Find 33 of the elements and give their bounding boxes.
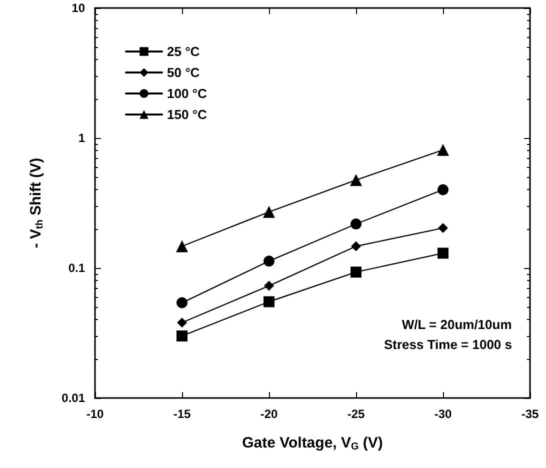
x-tick-label: -35	[521, 407, 539, 421]
point	[351, 241, 361, 252]
point	[350, 174, 362, 186]
x-tick-label: -10	[86, 407, 104, 421]
legend-label: 100 °C	[167, 86, 208, 101]
annotation: Stress Time = 1000 s	[384, 337, 512, 352]
point	[264, 256, 274, 267]
point	[437, 144, 449, 156]
point	[176, 240, 188, 252]
point	[264, 296, 274, 308]
point	[438, 184, 448, 196]
y-tick-label: 0.1	[68, 261, 86, 275]
point	[176, 330, 188, 342]
y-tick-label: 0.01	[62, 391, 86, 405]
legend-label: 150 °C	[167, 107, 208, 122]
point	[176, 297, 188, 308]
point	[350, 218, 362, 230]
x-tick-label: -20	[260, 407, 278, 421]
point	[350, 266, 362, 278]
point	[263, 206, 275, 218]
point	[264, 280, 274, 291]
y-tick-label: 1	[78, 131, 86, 145]
x-tick-label: -30	[434, 407, 452, 421]
annotation: W/L = 20um/10um	[402, 317, 512, 332]
legend-label: 25 °C	[167, 44, 200, 59]
y-tick-label: 10	[72, 1, 86, 15]
point	[438, 223, 448, 234]
x-tick-label: -25	[347, 407, 365, 421]
x-tick-label: -15	[173, 407, 191, 421]
point	[177, 318, 187, 328]
legend-label: 50 °C	[167, 65, 200, 80]
y-axis-title: - Vth Shift (V)	[28, 158, 46, 248]
point	[438, 248, 448, 259]
